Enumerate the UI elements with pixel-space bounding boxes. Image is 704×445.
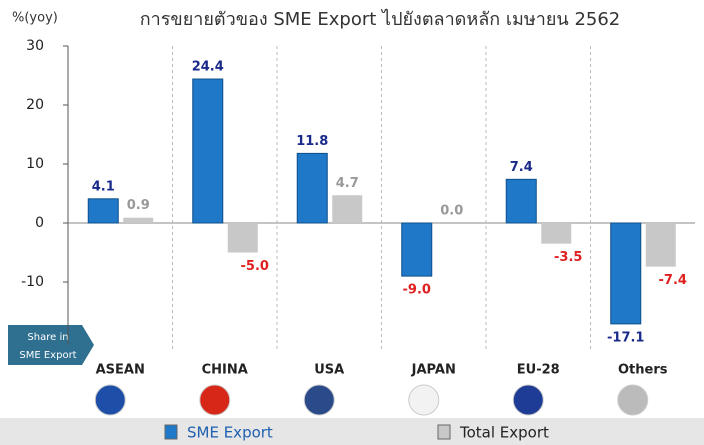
data-label: 4.1 [92,179,115,194]
legend-swatch [438,425,450,439]
chart: การขยายตัวของ SME Export ไปยังตลาดหลัก เ… [0,0,704,445]
y-tick-label: -10 [21,274,44,290]
legend-label: SME Export [187,424,273,442]
bar [541,223,571,244]
bar [297,153,327,223]
bar [402,223,432,276]
bar [646,223,676,267]
x-tick-label: Others [618,363,668,378]
flag-icon [513,385,543,415]
data-label: 4.7 [336,176,359,191]
y-tick-label: 10 [26,156,44,172]
bar [123,218,153,223]
legend-band [0,418,704,445]
data-label: -17.1 [607,330,644,345]
x-tick-label: JAPAN [411,363,456,378]
data-label: 7.4 [510,160,533,175]
chart-title: การขยายตัวของ SME Export ไปยังตลาดหลัก เ… [140,8,621,30]
flag-icon [95,385,125,415]
annotation: Share in [27,332,68,343]
legend-swatch [165,425,177,439]
y-axis-label: %(yoy) [12,11,58,26]
bar [506,179,536,223]
y-tick-label: 20 [26,97,44,113]
y-tick-label: 30 [26,38,44,54]
legend-label: Total Export [459,424,549,442]
flag-icon [200,385,230,415]
x-tick-label: USA [314,363,344,378]
bar [228,223,258,253]
x-tick-label: CHINA [202,363,248,378]
x-tick-label: ASEAN [96,363,145,378]
data-label: 0.9 [127,198,150,213]
data-label: -7.4 [659,273,687,288]
data-label: -9.0 [403,283,431,298]
flag-icon [409,385,439,415]
y-tick-label: 0 [35,215,44,231]
bar [332,195,362,223]
bar [193,79,223,223]
bar [611,223,641,324]
flag-icon [618,385,648,415]
data-label: 11.8 [296,134,328,149]
flag-icon [304,385,334,415]
data-label: -5.0 [241,259,269,274]
annotation: SME Export [19,350,76,361]
data-label: 24.4 [192,60,224,75]
data-label: 0.0 [440,204,463,219]
data-label: -3.5 [554,250,582,265]
x-tick-label: EU-28 [517,363,560,378]
bar [88,199,118,223]
